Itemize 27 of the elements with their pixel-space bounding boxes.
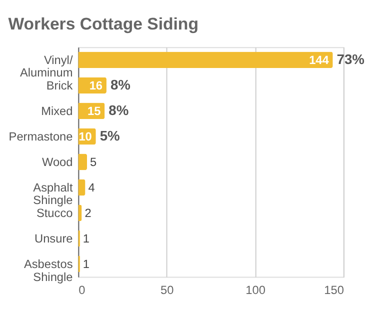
data-label: 144 (309, 52, 330, 67)
data-label: 16 (89, 78, 103, 92)
x-tick-label: 50 (160, 283, 174, 298)
data-label: 1 (82, 256, 90, 271)
x-tick-label: 100 (246, 283, 266, 298)
x-tick-label: 0 (78, 283, 86, 298)
data-label: 4 (88, 180, 96, 194)
chart-title: Workers Cottage Siding (8, 14, 198, 34)
data-label: 1 (82, 231, 90, 246)
y-tick-label: Wood (42, 154, 73, 169)
y-tick-label: Permastone (8, 129, 74, 144)
annotation: 5% (100, 127, 120, 144)
data-label: 15 (88, 104, 102, 118)
y-tick-label: Asbestos Shingle (24, 256, 74, 284)
data-label: 10 (78, 129, 92, 144)
y-tick-label: Vinyl/ Aluminum (20, 52, 74, 80)
y-tick-label: Stucco (36, 206, 74, 220)
y-tick-label: Unsure (34, 231, 74, 246)
y-tick-label: Mixed (41, 104, 73, 118)
y-tick-label: Asphalt Shingle (33, 180, 74, 208)
x-tick-label: 150 (324, 283, 344, 298)
y-tick-label: Brick (46, 78, 73, 92)
annotation: 8% (108, 102, 129, 118)
annotation: 73% (336, 50, 364, 67)
data-label: 5 (90, 154, 97, 169)
annotation: 8% (110, 76, 130, 92)
data-label: 2 (84, 206, 92, 220)
